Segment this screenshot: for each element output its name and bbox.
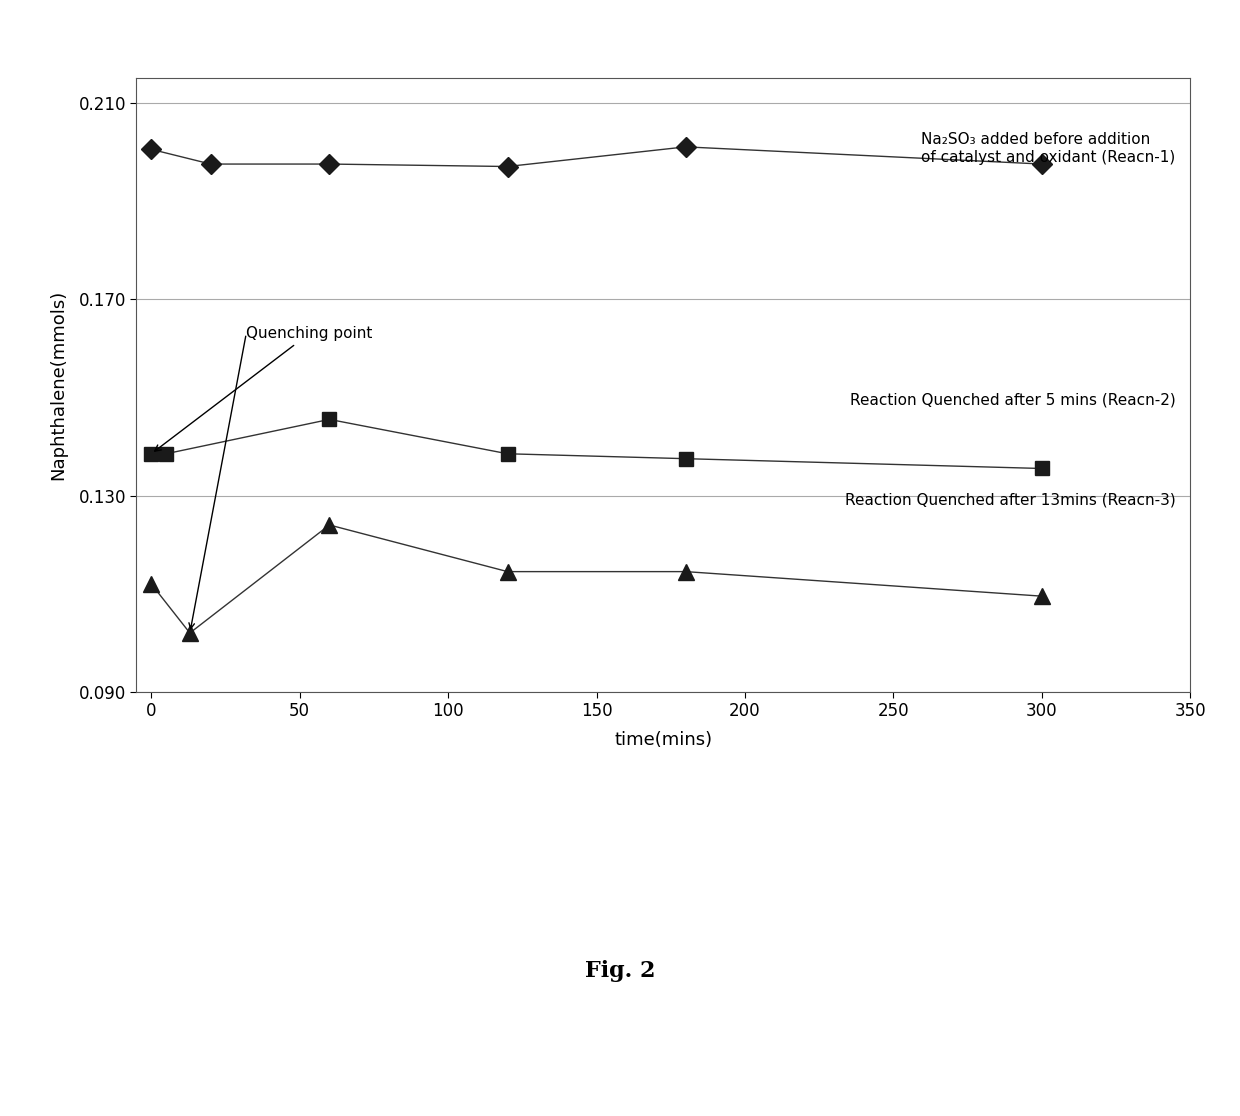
Text: Fig. 2: Fig. 2 [585,960,655,982]
Text: Reaction Quenched after 13mins (Reacn-3): Reaction Quenched after 13mins (Reacn-3) [844,493,1176,508]
Text: Quenching point: Quenching point [155,326,373,451]
Y-axis label: Naphthalene(mmols): Naphthalene(mmols) [50,290,67,480]
Text: Reaction Quenched after 5 mins (Reacn-2): Reaction Quenched after 5 mins (Reacn-2) [849,392,1176,407]
Text: Na₂SO₃ added before addition
of catalyst and oxidant (Reacn-1): Na₂SO₃ added before addition of catalyst… [921,132,1176,164]
X-axis label: time(mins): time(mins) [614,731,713,750]
